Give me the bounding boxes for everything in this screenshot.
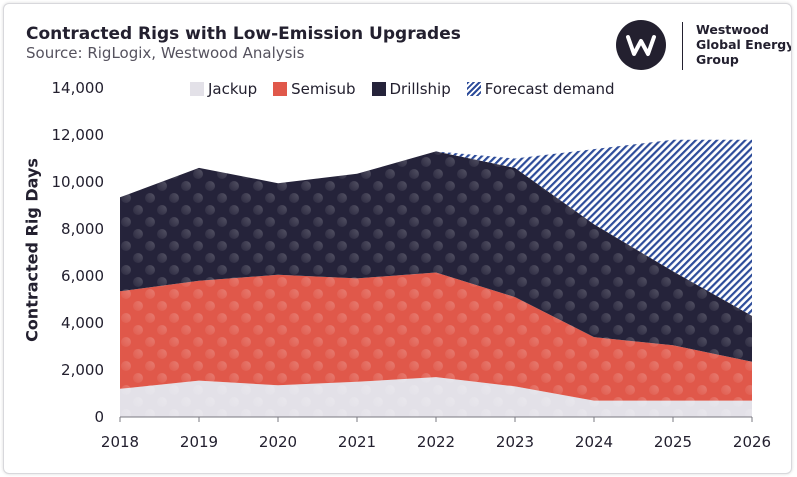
area-drillship-texture (120, 151, 752, 362)
legend-label-forecast: Forecast demand (484, 80, 615, 98)
x-tick-label: 2025 (654, 433, 692, 451)
chart-legend: Jackup Semisub Drillship Forecast demand (190, 80, 631, 98)
chart-title: Contracted Rigs with Low-Emission Upgrad… (26, 24, 461, 44)
legend-swatch-jackup (190, 82, 204, 96)
legend-item-jackup: Jackup (190, 80, 257, 98)
area-jackup-texture (120, 377, 752, 417)
logo-line-2: Global Energy (696, 37, 792, 52)
x-tick-label: 2020 (259, 433, 297, 451)
area-semisub-texture (120, 272, 752, 401)
y-tick-label: 10,000 (52, 173, 105, 191)
legend-swatch-semisub (273, 82, 288, 96)
chart-source: Source: RigLogix, Westwood Analysis (26, 44, 305, 62)
westwood-logo-icon (616, 20, 666, 70)
legend-item-semisub: Semisub (273, 80, 356, 98)
x-tick-label: 2021 (338, 433, 376, 451)
legend-label-semisub: Semisub (291, 80, 356, 98)
logo-divider (682, 22, 683, 70)
y-tick-label: 12,000 (52, 126, 105, 144)
x-tick-label: 2019 (180, 433, 218, 451)
legend-swatch-forecast (466, 82, 481, 96)
westwood-logo: Westwood Global Energy Group (616, 18, 791, 72)
y-tick-label: 14,000 (52, 79, 105, 97)
y-axis-label: Contracted Rig Days (22, 158, 42, 342)
legend-label-jackup: Jackup (208, 80, 258, 98)
x-tick-label: 2024 (575, 433, 613, 451)
x-tick-label: 2026 (733, 433, 771, 451)
legend-swatch-drillship (371, 82, 386, 96)
area-forecast-demand (120, 139, 752, 316)
logo-line-1: Westwood (696, 22, 769, 37)
x-tick-label: 2018 (101, 433, 139, 451)
logo-line-3: Group (696, 52, 739, 67)
y-tick-label: 8,000 (61, 220, 104, 238)
y-tick-label: 2,000 (61, 361, 104, 379)
y-tick-label: 4,000 (61, 314, 104, 332)
legend-label-drillship: Drillship (389, 80, 451, 98)
logo-wordmark: Westwood Global Energy Group (696, 22, 792, 67)
legend-item-drillship: Drillship (371, 80, 451, 98)
y-tick-label: 6,000 (61, 267, 104, 285)
y-tick-label: 0 (94, 408, 104, 426)
x-tick-label: 2022 (417, 433, 455, 451)
legend-item-forecast: Forecast demand (466, 80, 615, 98)
x-tick-label: 2023 (496, 433, 534, 451)
